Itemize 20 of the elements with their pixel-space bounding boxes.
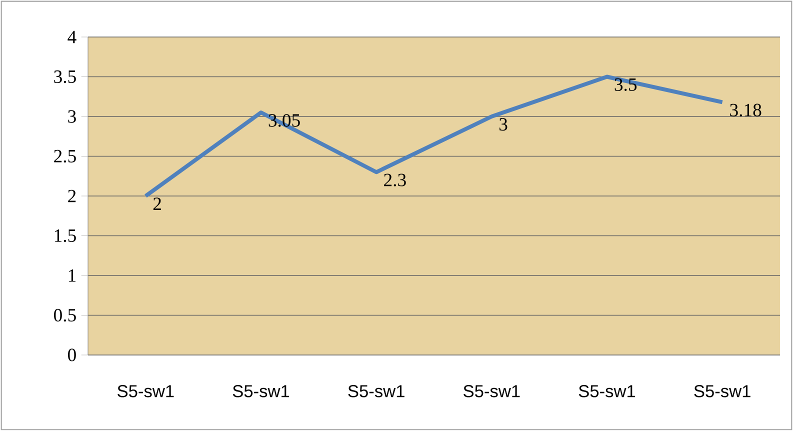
x-tick-label: S5-sw1 — [348, 385, 404, 398]
y-tick-label: 2 — [68, 190, 76, 202]
line-series — [144, 74, 724, 198]
y-tick-label: 2.5 — [54, 150, 76, 163]
data-label: 2.3 — [384, 174, 406, 186]
data-label: 2 — [153, 198, 161, 210]
y-tick-label: 4 — [68, 30, 76, 44]
x-tick-label: S5-sw1 — [118, 385, 174, 398]
data-label: 3.18 — [730, 104, 762, 116]
y-tick-label: 3.5 — [54, 70, 76, 84]
y-tick-label: 0 — [68, 348, 76, 362]
x-tick-label: S5-sw1 — [694, 385, 750, 398]
y-tick-label: 1 — [68, 269, 76, 282]
x-tick-label: S5-sw1 — [232, 385, 290, 398]
x-tick-label: S5-sw1 — [578, 385, 636, 398]
y-tick-label: 3 — [68, 110, 76, 123]
data-label: 3 — [499, 118, 508, 131]
y-tick-label: 0.5 — [54, 308, 76, 322]
y-tick-label: 1.5 — [54, 229, 76, 242]
x-tick-label: S5-sw1 — [464, 385, 520, 398]
